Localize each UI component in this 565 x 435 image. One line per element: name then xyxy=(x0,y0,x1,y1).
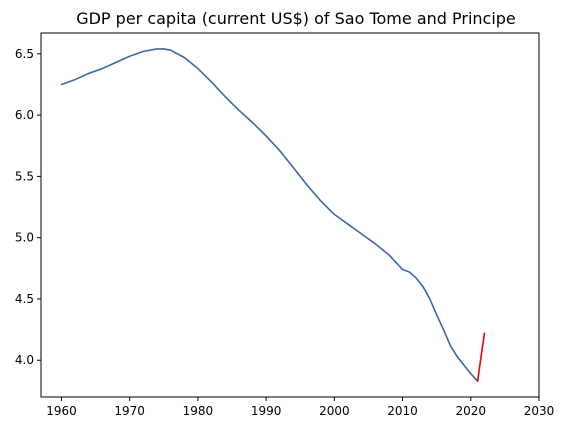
x-tick-label: 2000 xyxy=(319,404,350,418)
y-tick-label: 5.0 xyxy=(15,231,34,245)
plot-frame xyxy=(40,32,540,398)
series-line-0 xyxy=(60,48,479,382)
x-tick-label: 1970 xyxy=(114,404,145,418)
series-layer xyxy=(60,48,486,382)
x-tick-label: 1980 xyxy=(183,404,214,418)
x-tick-label: 1990 xyxy=(251,404,282,418)
x-tick-label: 1960 xyxy=(46,404,77,418)
y-tick-label: 4.5 xyxy=(15,292,34,306)
y-axis: 4.0 4.5 5.0 5.5 6.0 6.5 xyxy=(15,47,41,367)
y-tick-label: 6.0 xyxy=(15,108,34,122)
chart-title: GDP per capita (current US$) of Sao Tome… xyxy=(76,9,516,28)
x-axis: 1960 1970 1980 1990 2000 2010 2020 2030 xyxy=(46,397,554,418)
x-tick-label: 2020 xyxy=(456,404,487,418)
y-tick-label: 5.5 xyxy=(15,169,34,183)
y-tick-label: 4.0 xyxy=(15,353,34,367)
x-tick-label: 2010 xyxy=(387,404,418,418)
series-line-1 xyxy=(476,332,486,382)
y-tick-label: 6.5 xyxy=(15,47,34,61)
x-tick-label: 2030 xyxy=(524,404,555,418)
